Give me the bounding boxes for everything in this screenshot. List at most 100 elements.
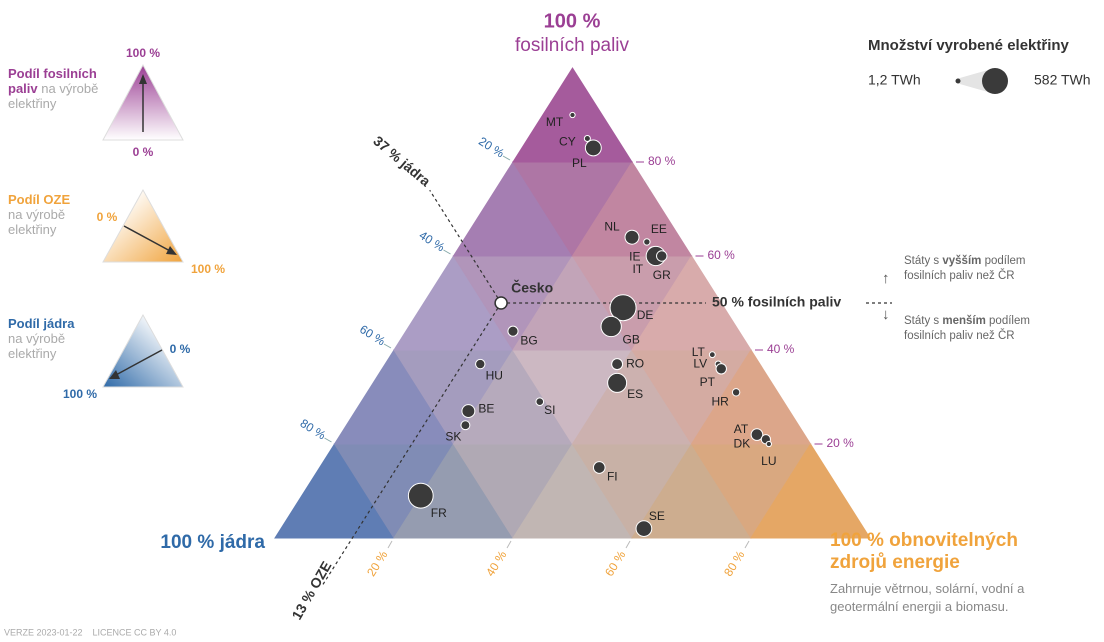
note-text: podílem fosilních paliv než ČR bbox=[904, 315, 1030, 342]
reference-label: 37 % jádra bbox=[370, 133, 434, 190]
country-point bbox=[461, 404, 476, 419]
background-tile bbox=[690, 349, 812, 445]
size-legend-max-mark bbox=[982, 68, 1008, 94]
country-label: HR bbox=[711, 394, 729, 408]
country-label: FR bbox=[431, 506, 447, 520]
legend-bold: Podíl jádra bbox=[8, 316, 75, 331]
corner-top-label: fosilních paliv bbox=[515, 35, 630, 56]
country-point bbox=[475, 358, 486, 370]
country-label: AT bbox=[734, 422, 749, 436]
country-label: SE bbox=[649, 509, 665, 523]
renewable-tick bbox=[744, 540, 750, 549]
country-point bbox=[635, 520, 653, 537]
country-point bbox=[584, 139, 602, 157]
reference-label: 13 % OZE bbox=[288, 558, 334, 622]
legend-triangle bbox=[102, 313, 184, 388]
country-point bbox=[407, 482, 434, 509]
legend-to: 100 % bbox=[63, 387, 97, 401]
note-bold: vyšším bbox=[942, 255, 982, 267]
size-legend-min-mark bbox=[955, 78, 961, 84]
renewable-tick-label: 80 % bbox=[721, 548, 748, 579]
country-point bbox=[607, 372, 628, 393]
legend-bold: Podíl fosilních paliv bbox=[8, 66, 97, 96]
country-point bbox=[583, 134, 591, 143]
country-label: NL bbox=[604, 219, 620, 233]
nuclear-tick bbox=[443, 249, 451, 255]
corner-right: 100 % obnovitelných zdrojů energie bbox=[830, 530, 1018, 573]
note-bold: menším bbox=[942, 315, 986, 327]
legend-panel-text: Podíl OZE na výrobě elektřiny bbox=[8, 192, 104, 237]
corner-top: 100 % bbox=[544, 10, 601, 32]
note-arrow: ↑ bbox=[882, 270, 890, 287]
country-label: EE bbox=[651, 222, 667, 236]
reference-line bbox=[322, 302, 502, 586]
country-label: BG bbox=[520, 333, 537, 347]
country-label: LU bbox=[761, 454, 776, 468]
renewable-tick-label: 40 % bbox=[483, 548, 510, 579]
country-point bbox=[592, 461, 606, 474]
legend-rest: na výrobě elektřiny bbox=[8, 81, 99, 111]
country-label: LT bbox=[692, 345, 706, 359]
country-label: LV bbox=[693, 356, 707, 370]
fossil-tick-label: 20 % bbox=[827, 436, 855, 450]
reference-label: 50 % fosilních paliv bbox=[712, 294, 841, 310]
footer: VERZE 2023-01-22 LICENCE CC BY 4.0 bbox=[4, 627, 176, 637]
country-label: SK bbox=[445, 429, 461, 443]
country-label: HU bbox=[486, 368, 503, 382]
country-point bbox=[460, 420, 471, 431]
country-label: MT bbox=[546, 115, 564, 129]
background-tile bbox=[750, 443, 871, 539]
country-label: DE bbox=[637, 308, 654, 322]
legend-from: 0 % bbox=[133, 145, 154, 159]
legend-arrow-head bbox=[166, 246, 177, 255]
legend-arrow bbox=[113, 349, 163, 377]
size-legend-title: Množství vyrobené elektřiny bbox=[868, 37, 1070, 54]
country-point bbox=[611, 358, 624, 371]
renewable-tick-label: 20 % bbox=[364, 548, 391, 579]
legend-arrow-head bbox=[139, 74, 147, 84]
country-point bbox=[600, 315, 622, 338]
country-point bbox=[535, 397, 545, 407]
nuclear-tick-label: 80 % bbox=[298, 416, 329, 443]
background-tile bbox=[571, 161, 693, 257]
country-label: GR bbox=[653, 268, 671, 282]
country-label: PL bbox=[572, 156, 587, 170]
note-arrow: ↓ bbox=[882, 306, 890, 323]
country-point bbox=[569, 111, 576, 119]
legend-arrow-head bbox=[109, 370, 120, 379]
fossil-tick-label: 80 % bbox=[648, 154, 676, 168]
country-label: GB bbox=[623, 333, 640, 347]
legend-arrow bbox=[123, 225, 173, 253]
reference-line bbox=[429, 189, 502, 304]
note: Státy s menším podílem fosilních paliv n… bbox=[904, 314, 1054, 344]
renewable-tick bbox=[506, 540, 512, 549]
country-point bbox=[507, 325, 519, 337]
renewable-tick bbox=[387, 540, 393, 549]
country-point bbox=[624, 229, 640, 245]
nuclear-tick bbox=[383, 343, 392, 349]
corner-right-note: Zahrnuje větrnou, solární, vodní a geote… bbox=[830, 581, 1025, 614]
country-point bbox=[643, 238, 651, 246]
country-point bbox=[609, 294, 637, 322]
country-label: FI bbox=[607, 470, 618, 484]
legend-bold: Podíl OZE bbox=[8, 192, 71, 207]
nuclear-tick-label: 20 % bbox=[476, 134, 507, 161]
nuclear-tick-label: 60 % bbox=[357, 322, 388, 349]
legend-panel-text: Podíl fosilních paliv na výrobě elektřin… bbox=[8, 66, 104, 111]
country-label: PT bbox=[700, 375, 716, 389]
country-point bbox=[750, 428, 764, 441]
country-label: BE bbox=[478, 401, 494, 415]
country-point bbox=[715, 363, 727, 375]
legend-to: 100 % bbox=[126, 46, 160, 60]
legend-panel-text: Podíl jádra na výrobě elektřiny bbox=[8, 316, 104, 361]
country-label: IE bbox=[629, 249, 640, 263]
size-legend-max: 582 TWh bbox=[1034, 72, 1091, 88]
reference-name: Česko bbox=[511, 279, 553, 296]
legend-from: 0 % bbox=[97, 210, 118, 224]
renewable-tick bbox=[625, 540, 631, 549]
note-text: Státy s bbox=[904, 255, 943, 267]
renewable-tick-label: 60 % bbox=[602, 548, 629, 579]
